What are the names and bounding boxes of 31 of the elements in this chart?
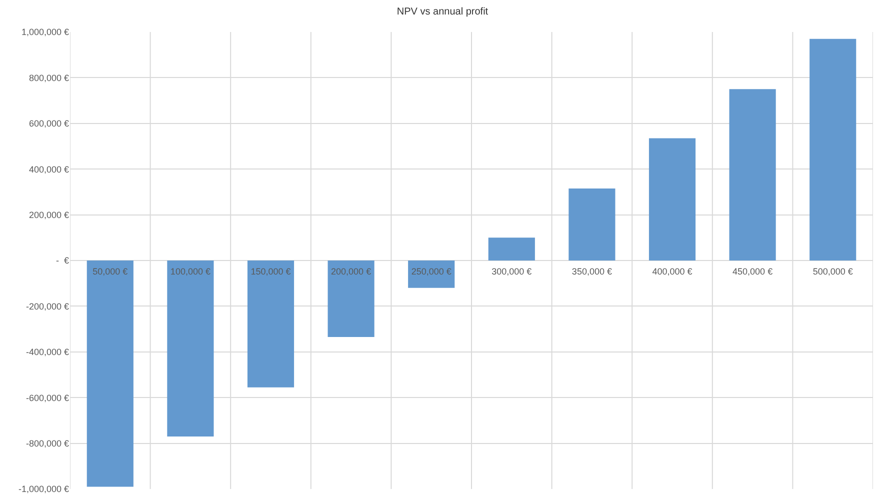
bar: [810, 38, 856, 260]
x-tick-label: 100,000 €: [170, 266, 210, 276]
x-tick-label: 400,000 €: [652, 266, 692, 276]
bar: [167, 260, 214, 436]
y-tick-label: -200,000 €: [26, 301, 69, 312]
bar: [648, 138, 696, 260]
y-tick-label: 1,000,000 €: [21, 27, 69, 38]
x-tick-label: 150,000 €: [250, 266, 291, 276]
x-tick-label: 450,000 €: [732, 266, 773, 276]
chart-title: NPV vs annual profit: [396, 6, 488, 18]
y-tick-label: -400,000 €: [26, 347, 69, 358]
x-tick-label: 50,000 €: [92, 266, 128, 276]
bar: [488, 238, 535, 260]
x-tick-label: 350,000 €: [572, 266, 612, 276]
y-tick-label: - €: [56, 256, 69, 266]
y-tick-label: 400,000 €: [28, 164, 69, 174]
y-tick-label: -1,000,000 €: [18, 484, 69, 494]
bar: [247, 260, 294, 388]
y-tick-label: -600,000 €: [26, 392, 69, 403]
bar: [729, 89, 776, 260]
bar: [328, 260, 374, 338]
x-tick-label: 200,000 €: [331, 266, 372, 276]
bar: [568, 188, 616, 260]
x-tick-label: 500,000 €: [812, 266, 853, 276]
y-tick-label: 800,000 €: [28, 72, 69, 83]
y-tick-label: -800,000 €: [26, 438, 69, 448]
y-tick-label: 600,000 €: [28, 118, 69, 129]
y-tick-label: 200,000 €: [28, 210, 69, 220]
bar: [86, 260, 134, 487]
x-tick-label: 250,000 €: [411, 266, 452, 276]
x-tick-label: 300,000 €: [492, 266, 532, 276]
